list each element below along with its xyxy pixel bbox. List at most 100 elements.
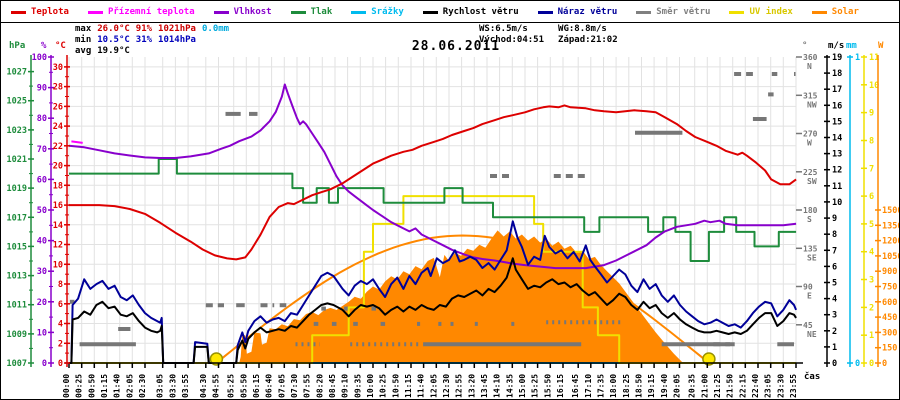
x-axis-time-label: 20:05 <box>673 374 682 398</box>
axis-tick-label-temp: 30 <box>53 63 63 73</box>
axis-tick-label-solar: 1200 <box>882 237 900 247</box>
x-axis-time-label: 21:00 <box>700 374 709 398</box>
legend-label: Teplota <box>31 7 69 17</box>
stat-wind-speed-max: WS:6.5m/s <box>479 24 528 34</box>
axis-tick-label-solar: 750 <box>882 283 897 293</box>
legend-label: Přízemní teplota <box>107 7 195 17</box>
x-axis-time-label: 23:55 <box>789 374 798 398</box>
x-axis-time-label: 15:25 <box>531 374 540 398</box>
axis-tick-label-solar: 600 <box>882 298 897 308</box>
legend-label: UV index <box>749 7 793 17</box>
x-axis-time-label: 15:50 <box>543 374 552 398</box>
x-axis-time-label: 21:25 <box>713 374 722 398</box>
series-tlak <box>69 158 797 262</box>
axis-tick-label-uv: 2 <box>869 303 874 313</box>
axis-tick-label-wind: 5 <box>832 279 837 289</box>
axis-tick-label-temp: 14 <box>53 221 63 231</box>
legend-label: Solar <box>831 7 859 17</box>
x-axis-time-label: 03:30 <box>168 374 177 398</box>
x-axis-time-label: 03:05 <box>156 374 165 398</box>
axis-tick-label-temp: 28 <box>53 83 63 93</box>
stat-avg-label: avg <box>75 46 92 56</box>
axis-tick-label-temp: 10 <box>53 260 63 270</box>
axis-title: W <box>878 41 884 51</box>
axis-tick-label-hPa: 1023 <box>7 126 27 136</box>
axis-compass-label: SE <box>807 253 817 262</box>
stat-max-rain: 0.0mm <box>201 24 230 34</box>
x-axis-time-label: 00:00 <box>62 374 71 398</box>
stat-max-temp: 26.0°C <box>97 24 130 34</box>
axis-tick-label-dir: 90 <box>803 283 813 292</box>
axis-tick-label-dir: 270 <box>803 130 818 139</box>
legend-swatch-icon <box>636 10 652 14</box>
axis-tick-label-solar: 300 <box>882 328 897 338</box>
axis-tick-label-uv: 6 <box>869 192 874 202</box>
x-axis-time-label: 11:15 <box>404 374 413 398</box>
x-axis-time-label: 15:00 <box>518 374 527 398</box>
stat-max-humidity: 91% <box>135 24 153 34</box>
axis-compass-label: NW <box>807 100 817 109</box>
axis-tick-label-hum: 50 <box>37 206 47 216</box>
legend-label: Tlak <box>310 7 333 17</box>
x-axis-time-label: 16:45 <box>571 374 580 398</box>
axis-tick-label-wind: 11 <box>832 182 842 192</box>
x-axis-time-label: 14:10 <box>493 374 502 398</box>
axis-tick-label-hPa: 1011 <box>7 301 27 311</box>
axis-compass-label: W <box>807 139 812 148</box>
axis-tick-label-temp: 8 <box>58 280 63 290</box>
x-axis-time-label: 16:15 <box>556 374 565 398</box>
x-axis-time-label: 12:30 <box>442 374 451 398</box>
stat-sunrise: Východ:04:51 <box>479 35 545 45</box>
axis-tick-label-wind: 4 <box>832 295 837 305</box>
axis-tick-label-uv: 5 <box>869 220 874 230</box>
axis-tick-label-wind: 7 <box>832 246 837 256</box>
axis-tick-label-hum: 80 <box>37 114 47 124</box>
axis-tick-label-wind: 10 <box>832 198 842 208</box>
chart-date-title: 28.06.2011 <box>411 39 501 54</box>
axis-tick-label-wind: 18 <box>832 69 842 79</box>
series-pr-i-zemni-teplota <box>71 140 83 144</box>
axis-tick-label-dir: 135 <box>803 244 818 253</box>
axis-tick-label-temp: 24 <box>53 122 63 132</box>
legend-item-3: Tlak <box>290 7 333 17</box>
axis-tick-label-hum: 70 <box>37 145 47 155</box>
axis-tick-label-wind: 2 <box>832 327 837 337</box>
x-axis-time-label: 08:45 <box>328 374 337 398</box>
axis-tick-label-temp: 12 <box>53 241 63 251</box>
x-axis-time-label: 06:15 <box>252 374 261 398</box>
x-axis-time-label: 17:10 <box>584 374 593 398</box>
axis-tick-label-wind: 6 <box>832 262 837 272</box>
legend-swatch-icon <box>290 10 306 14</box>
axis-tick-label-dir: 180 <box>803 206 818 215</box>
axis-tick-label-temp: 16 <box>53 201 63 211</box>
x-axis-time-label: 11:40 <box>417 374 426 398</box>
legend-separator <box>1 22 899 23</box>
legend-item-6: Náraz větru <box>537 7 617 17</box>
stat-sunset: Západ:21:02 <box>558 35 618 45</box>
axis-tick-label-uv: 0 <box>869 359 874 369</box>
x-axis-time-label: 13:45 <box>480 374 489 398</box>
axis-tick-label-uv: 4 <box>869 248 874 258</box>
sunset-sun-icon <box>702 352 716 366</box>
legend-item-2: Vlhkost <box>213 7 272 17</box>
stats-right-block: WS:6.5m/s WG:8.8m/s Východ:04:51 Západ:2… <box>479 24 632 46</box>
legend-swatch-icon <box>422 10 438 14</box>
x-axis-time-label: 10:50 <box>391 374 400 398</box>
x-axis-time-label: 07:55 <box>303 374 312 398</box>
axis-tick-label-solar: 900 <box>882 267 897 277</box>
x-axis-time-label: 04:55 <box>212 374 221 398</box>
x-axis-caption: čas <box>804 371 820 382</box>
axis-tick-label-solar: 150 <box>882 344 897 354</box>
legend-label: Vlhkost <box>233 7 272 17</box>
axis-tick-label-temp: 2 <box>58 339 63 349</box>
axis-tick-label-precip: 0 <box>855 359 860 369</box>
axis-tick-label-hum: 0 <box>42 359 47 369</box>
axis-tick-label-wind: 8 <box>832 230 837 240</box>
axis-compass-label: N <box>807 62 812 71</box>
legend-item-5: Rychlost větru <box>422 7 519 17</box>
x-axis-time-label: 02:05 <box>125 374 134 398</box>
axis-tick-label-solar: 450 <box>882 313 897 323</box>
x-axis-time-label: 22:15 <box>738 374 747 398</box>
